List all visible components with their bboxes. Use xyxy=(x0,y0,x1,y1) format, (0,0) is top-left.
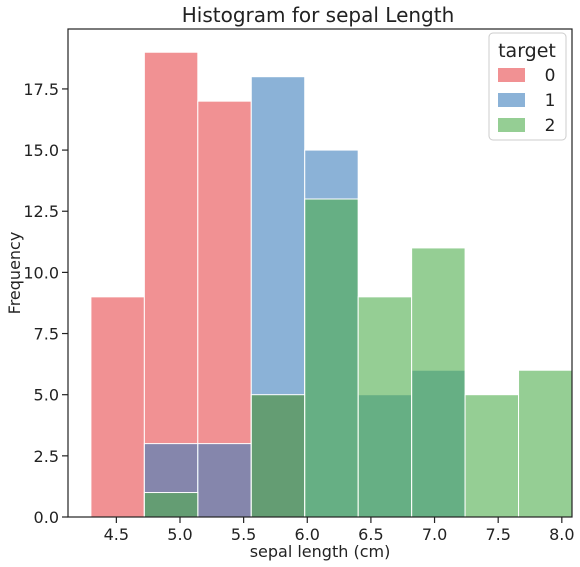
plot-frame xyxy=(67,28,573,518)
y-tick-label: 17.5 xyxy=(23,80,59,99)
y-tick-label: 5.0 xyxy=(34,386,59,405)
y-axis: 0.0 2.5 5.0 7.5 10.0 12.5 15.0 17.5 xyxy=(23,80,68,527)
y-tick-label: 2.5 xyxy=(34,447,59,466)
legend-swatch-0 xyxy=(498,68,525,82)
x-tick-label: 6.0 xyxy=(295,525,320,544)
legend-label-0: 0 xyxy=(545,66,556,86)
x-tick-label: 7.0 xyxy=(422,525,447,544)
x-tick-label: 4.5 xyxy=(104,525,129,544)
legend-frame xyxy=(488,32,567,141)
bar-target-2 xyxy=(357,296,413,518)
y-tick-label: 15.0 xyxy=(23,141,59,160)
bar-target-2 xyxy=(518,369,573,518)
x-tick-label: 6.5 xyxy=(358,525,383,544)
x-tick-label: 8.0 xyxy=(549,525,574,544)
bar-target-2 xyxy=(304,198,359,518)
bar-target-1 xyxy=(197,443,252,518)
legend-label-1: 1 xyxy=(545,91,556,111)
bar-target-2 xyxy=(464,394,520,518)
chart-title: Histogram for sepal Length xyxy=(182,3,455,27)
legend-swatch-2 xyxy=(498,118,525,132)
bar-target-2 xyxy=(250,394,306,518)
legend-title: target xyxy=(498,40,556,62)
x-tick-label: 5.5 xyxy=(231,525,256,544)
bar-target-2 xyxy=(411,247,466,518)
bar-target-0 xyxy=(143,51,199,518)
y-tick-label: 7.5 xyxy=(34,325,59,344)
legend-label-2: 2 xyxy=(545,116,556,136)
x-tick-label: 7.5 xyxy=(485,525,510,544)
y-tick-label: 12.5 xyxy=(23,202,59,221)
y-axis-label: Frequency xyxy=(5,232,24,315)
y-tick-label: 10.0 xyxy=(23,263,59,282)
x-axis: 4.5 5.0 5.5 6.0 6.5 7.0 7.5 8.0 xyxy=(104,517,575,544)
legend: target 0 1 2 xyxy=(488,32,567,141)
x-axis-label: sepal length (cm) xyxy=(250,542,391,561)
x-tick-label: 5.0 xyxy=(167,525,192,544)
legend-swatch-1 xyxy=(498,93,525,107)
y-tick-label: 0.0 xyxy=(34,508,59,527)
bars-layer xyxy=(90,51,573,518)
bar-target-0 xyxy=(90,296,145,518)
bar-target-2 xyxy=(143,492,199,518)
